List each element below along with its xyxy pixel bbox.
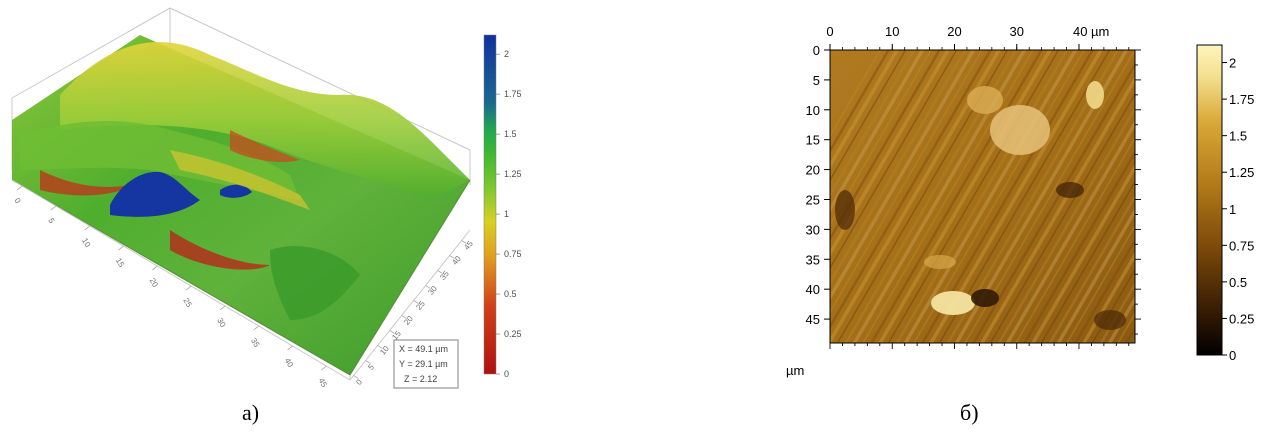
y-unit-label: µm [786,363,804,378]
y-axis-ticks: 0 5 10 15 20 25 30 35 40 45 [806,43,830,327]
x-tick-label: 40 µm [1073,24,1109,39]
x-tick-label: 0 [826,24,833,39]
readout-z: Z = 2.12 [404,374,437,384]
x-tick-mark [186,286,191,290]
dark-pit-3 [835,190,855,230]
x-tick-mark [51,206,56,210]
bright-grain-1 [990,105,1050,155]
x-tick-label: 0 [12,197,22,206]
x-tick-label: 40 [283,357,296,370]
y-tick-label: 35 [806,252,820,267]
x-tick-mark [321,366,326,370]
topography-2d-chart: 0 10 20 30 40 µm 0 5 10 15 20 25 30 35 40 45 µm 0 0.25… [640,0,1271,434]
x-tick-mark [17,186,22,190]
dark-pit-2 [1056,182,1084,198]
x-tick-label: 20 [148,277,161,290]
colorbar-tick-label: 1.75 [1229,92,1254,107]
y-tick-label: 25 [806,192,820,207]
dark-pit-1 [971,289,999,307]
y-tick-label: 40 [806,282,820,297]
y-tick-label: 25 [414,299,427,312]
x-axis-ticks: 0 10 20 30 40 µm [826,24,1128,50]
colorbar-tick-label: 1 [1229,202,1236,217]
bright-grain-3 [1086,81,1104,109]
colorbar-tick-label: 1.25 [504,169,522,179]
cursor-readout: X = 49.1 µm Y = 29.1 µm Z = 2.12 [394,340,458,388]
bottom-axis-ticks [830,343,1129,349]
dark-pit-4 [1094,310,1126,330]
colorbar-tick-label: 1 [504,209,509,219]
colorbar-tick-label: 0.75 [1229,238,1254,253]
colorbar [484,35,496,374]
y-tick-label: 0 [354,377,364,387]
colorbar-ticks: 0 0.25 0.5 0.75 1 1.25 1.5 1.75 2 [496,49,522,379]
bright-grain-5 [924,255,956,269]
y-tick-label: 35 [438,269,451,282]
x-tick-label: 5 [46,217,56,226]
colorbar-tick-label: 0.5 [1229,275,1247,290]
topography-map [710,50,1271,343]
x-tick-mark [119,246,124,250]
colorbar-tick-label: 0 [504,369,509,379]
y-tick-label: 45 [462,239,475,252]
colorbar-tick-label: 0 [1229,348,1236,363]
y-tick-label: 10 [378,344,391,357]
x-tick-mark [220,306,225,310]
colorbar-tick-label: 1.5 [504,129,517,139]
y-tick-label: 30 [806,222,820,237]
y-tick-label: 45 [806,312,820,327]
bright-grain-2 [967,86,1003,114]
x-tick-label: 15 [114,257,127,270]
caption-a: a) [242,400,259,426]
x-tick-mark [85,226,90,230]
colorbar-ticks: 0 0.25 0.5 0.75 1 1.25 1.5 1.75 2 [1222,56,1254,363]
right-axis-ticks [1135,50,1141,334]
x-tick-label: 20 [947,24,961,39]
x-tick-label: 30 [215,317,228,330]
colorbar-tick-label: 1.75 [504,89,522,99]
colorbar-tick-label: 0.25 [1229,311,1254,326]
x-tick-mark [288,346,293,350]
y-tick-label: 0 [813,43,820,58]
x-tick-label: 45 [317,377,330,390]
y-tick-label: 5 [813,73,820,88]
y-tick-label: 15 [806,133,820,148]
x-tick-label: 25 [181,297,194,310]
x-tick-label: 10 [885,24,899,39]
y-tick-label: 20 [806,163,820,178]
bright-grain-4 [931,291,975,315]
colorbar-tick-label: 0.5 [504,289,517,299]
panel-b: 0 10 20 30 40 µm 0 5 10 15 20 25 30 35 40 45 µm 0 0.25… [640,0,1271,434]
y-tick-label: 40 [450,254,463,267]
colorbar-tick-label: 2 [1229,56,1236,71]
surface-3d [12,35,470,375]
colorbar-tick-label: 0.25 [504,329,522,339]
x-tick-label: 10 [80,237,93,250]
y-tick-label: 20 [402,314,415,327]
y-tick-label: 10 [806,103,820,118]
x-tick-mark [254,326,259,330]
colorbar [1197,45,1222,355]
readout-x: X = 49.1 µm [399,344,448,354]
y-tick-label: 5 [366,362,376,372]
colorbar-tick-label: 1.25 [1229,165,1254,180]
readout-y: Y = 29.1 µm [399,359,448,369]
x-tick-mark [152,266,157,270]
caption-b: б) [960,400,979,426]
y-tick-label: 30 [426,284,439,297]
colorbar-tick-label: 2 [504,49,509,59]
colorbar-tick-label: 1.5 [1229,129,1247,144]
x-tick-label: 30 [1010,24,1024,39]
colorbar-tick-label: 0.75 [504,249,522,259]
x-tick-label: 35 [249,337,262,350]
